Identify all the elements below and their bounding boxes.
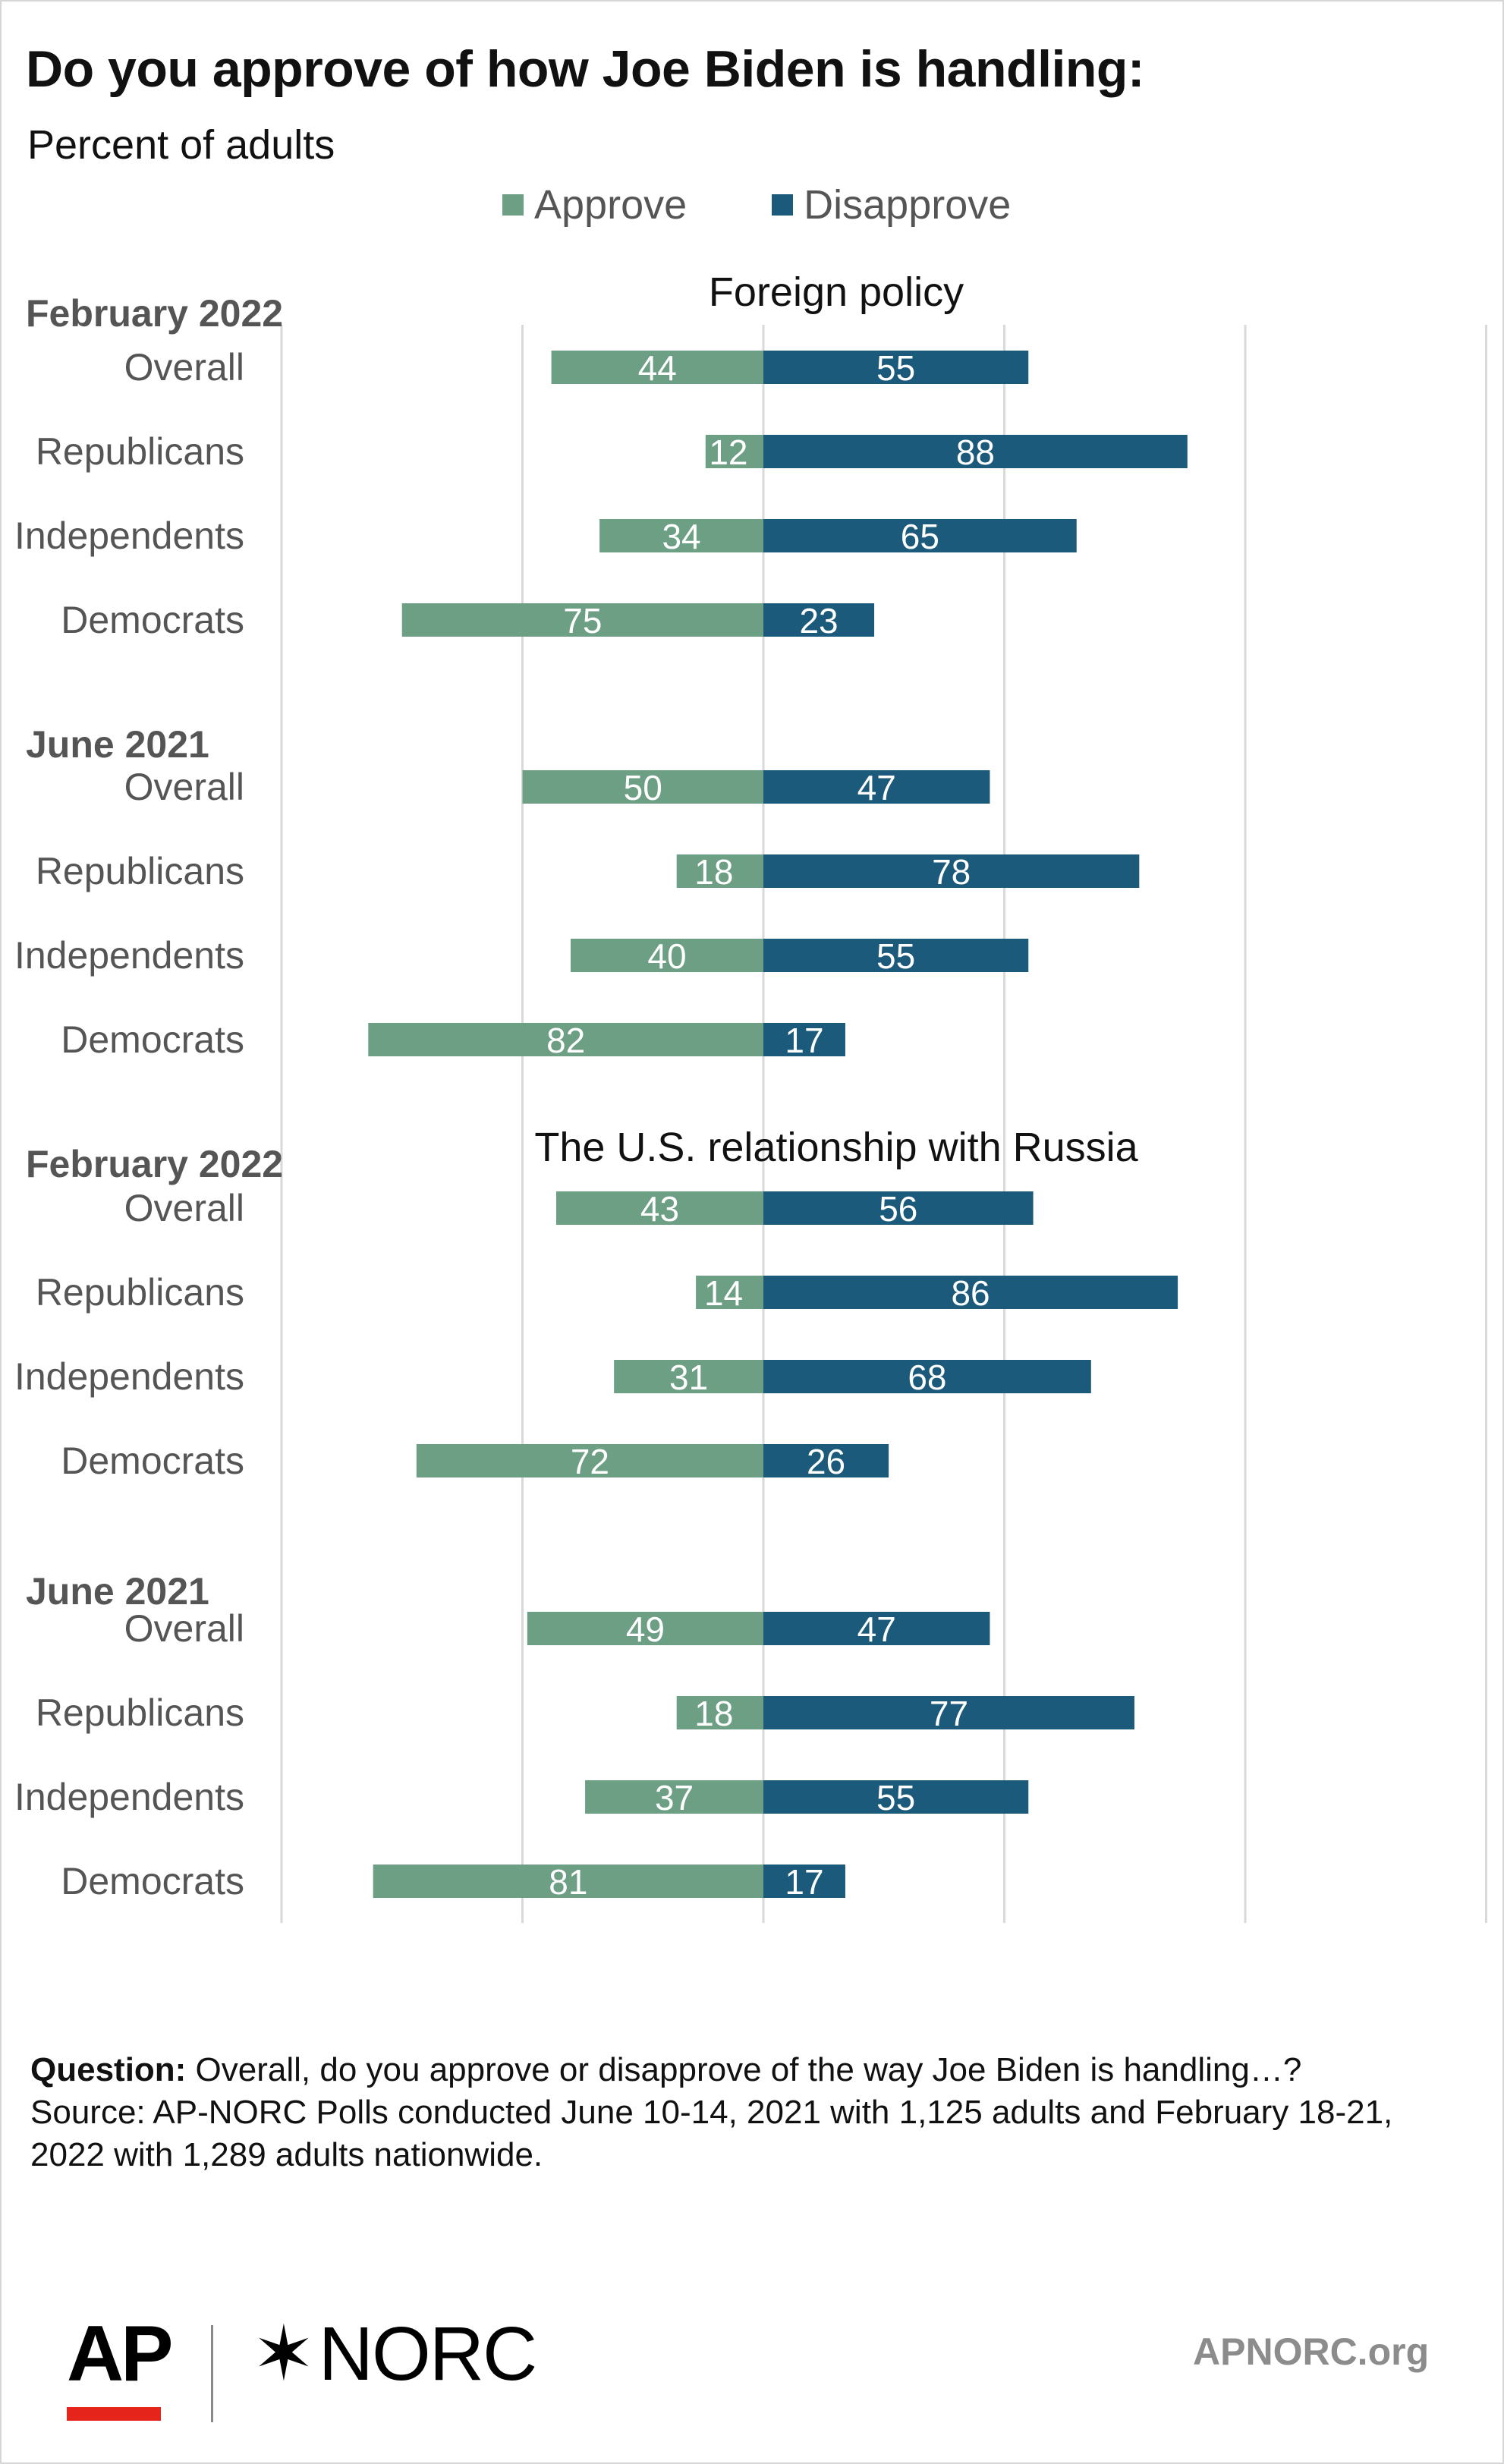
- row-label: Overall: [124, 766, 244, 808]
- row-label: Democrats: [61, 1440, 244, 1482]
- row-label: Republicans: [36, 850, 244, 892]
- question-line: Question: Overall, do you approve or dis…: [30, 2049, 1457, 2091]
- approve-value-label: 50: [624, 768, 662, 807]
- row-label: Independents: [14, 515, 244, 557]
- disapprove-value-label: 26: [807, 1442, 845, 1481]
- row-label: Republicans: [36, 430, 244, 473]
- disapprove-value-label: 55: [876, 1778, 915, 1817]
- approve-value-label: 31: [669, 1358, 708, 1397]
- approve-value-label: 75: [563, 601, 602, 640]
- approve-value-label: 82: [546, 1021, 585, 1060]
- disapprove-value-label: 17: [785, 1862, 823, 1902]
- disapprove-value-label: 47: [857, 768, 896, 807]
- norc-logo-text: NORC: [319, 2316, 536, 2392]
- approve-value-label: 18: [694, 852, 733, 892]
- disapprove-value-label: 88: [956, 433, 995, 472]
- disapprove-value-label: 55: [876, 936, 915, 976]
- approve-value-label: 49: [626, 1610, 665, 1649]
- disapprove-value-label: 78: [932, 852, 971, 892]
- group-label: June 2021: [26, 1570, 209, 1613]
- row-label: Overall: [124, 1607, 244, 1650]
- row-label: Independents: [14, 1355, 244, 1398]
- norc-logo: ✶ NORC: [252, 2316, 536, 2392]
- row-label: Republicans: [36, 1691, 244, 1734]
- norc-star-icon: ✶: [252, 2316, 314, 2392]
- approve-value-label: 37: [655, 1778, 694, 1817]
- row-label: Democrats: [61, 599, 244, 641]
- approve-value-label: 12: [709, 433, 747, 472]
- disapprove-value-label: 23: [799, 601, 838, 640]
- row-label: Independents: [14, 1776, 244, 1818]
- logo-divider: [211, 2325, 213, 2422]
- disapprove-value-label: 17: [785, 1021, 823, 1060]
- disapprove-value-label: 68: [908, 1358, 946, 1397]
- approve-value-label: 40: [647, 936, 686, 976]
- approve-value-label: 44: [638, 348, 677, 388]
- approve-value-label: 34: [662, 517, 700, 556]
- approve-value-label: 14: [704, 1273, 743, 1313]
- approve-value-label: 81: [549, 1862, 587, 1902]
- ap-logo-underline: [67, 2407, 161, 2421]
- disapprove-value-label: 77: [930, 1694, 968, 1733]
- panel-title: The U.S. relationship with Russia: [534, 1125, 1138, 1170]
- row-label: Democrats: [61, 1860, 244, 1902]
- approve-value-label: 72: [571, 1442, 609, 1481]
- disapprove-value-label: 65: [901, 517, 939, 556]
- disapprove-value-label: 47: [857, 1610, 896, 1649]
- ap-logo: AP: [67, 2315, 170, 2393]
- group-label: June 2021: [26, 723, 209, 766]
- group-label: February 2022: [26, 292, 283, 335]
- group-label: February 2022: [26, 1143, 283, 1185]
- site-url: APNORC.org: [1193, 2330, 1429, 2374]
- row-label: Republicans: [36, 1271, 244, 1314]
- infographic: { "title": "Do you approve of how Joe Bi…: [0, 0, 1504, 2464]
- row-label: Democrats: [61, 1018, 244, 1061]
- row-label: Overall: [124, 346, 244, 389]
- disapprove-value-label: 56: [879, 1189, 917, 1229]
- footnote: Question: Overall, do you approve or dis…: [30, 2049, 1457, 2176]
- question-text: Overall, do you approve or disapprove of…: [186, 2051, 1301, 2088]
- source-line: Source: AP-NORC Polls conducted June 10-…: [30, 2091, 1457, 2176]
- disapprove-value-label: 86: [951, 1273, 990, 1313]
- approve-value-label: 43: [640, 1189, 679, 1229]
- panel-title: Foreign policy: [709, 269, 964, 315]
- question-label: Question:: [30, 2051, 186, 2088]
- row-label: Independents: [14, 934, 244, 977]
- row-label: Overall: [124, 1187, 244, 1229]
- disapprove-value-label: 55: [876, 348, 915, 388]
- approve-value-label: 18: [694, 1694, 733, 1733]
